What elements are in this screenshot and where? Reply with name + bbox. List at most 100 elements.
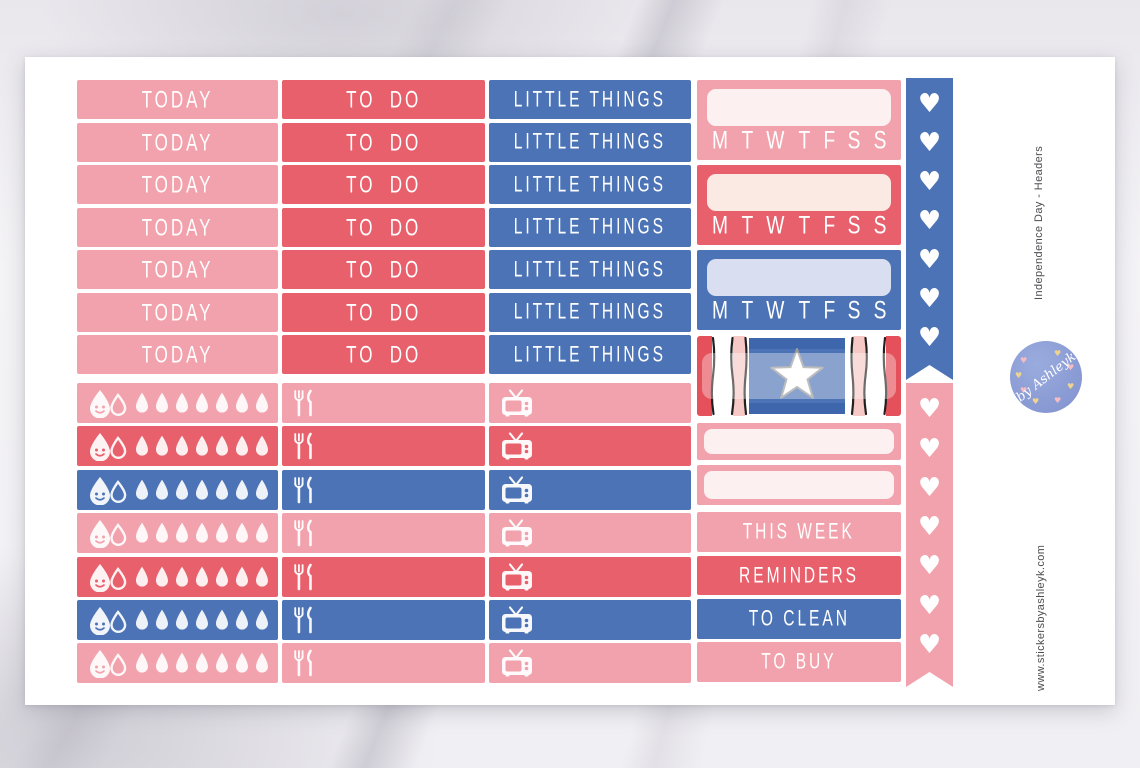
hydrate-tracker-column [77, 383, 278, 684]
heart-icon: ♥ [917, 128, 942, 158]
water-drop-icon [156, 609, 168, 630]
water-drop-icon [256, 392, 268, 413]
todo-header-sticker: TO DO [282, 122, 485, 162]
water-drop-row [134, 608, 270, 632]
meal-tracker-sticker [282, 599, 485, 640]
water-drop-icon [196, 522, 208, 543]
water-drop-icon [256, 566, 268, 587]
weekday-letter: T [741, 295, 754, 325]
cutlery-icon [293, 650, 312, 677]
water-drop-icon [256, 435, 268, 456]
water-drop-icon [136, 566, 148, 587]
weekday-letter: F [822, 125, 835, 155]
water-drop-pair-icon [88, 649, 127, 679]
water-drop-icon [196, 435, 208, 456]
logo-heart-icon: ♥ [1015, 371, 1023, 380]
todo-header-sticker: TO DO [282, 165, 485, 204]
water-drop-icon [176, 392, 188, 413]
label-note-box [704, 429, 894, 454]
water-drop-pair-icon [88, 388, 127, 418]
tv-tracker-column [489, 383, 691, 684]
cutlery-icon [293, 433, 312, 460]
hydrate-tracker-sticker [77, 643, 278, 684]
sticker-label: TO DO [345, 170, 422, 198]
little-things-header-sticker: LITTLE THINGS [489, 335, 691, 374]
sticker-label: TODAY [141, 170, 214, 198]
water-drop-icon [256, 652, 268, 673]
this-week-sticker: THIS WEEK [697, 512, 901, 552]
water-drop-pair-icon [88, 432, 127, 462]
water-drop-icon [236, 435, 248, 456]
water-drop-pair-icon [88, 605, 127, 635]
water-drop-icon [216, 392, 228, 413]
water-drop-icon [136, 435, 148, 456]
sticker-label: TO DO [345, 85, 422, 113]
heart-icon: ♥ [917, 472, 942, 503]
logo-heart-icon: ♥ [1020, 386, 1028, 395]
sticker-label: TODAY [141, 85, 214, 113]
water-drop-icon [236, 522, 248, 543]
today-header-sticker: TODAY [77, 335, 278, 374]
logo-heart-icon: ♥ [1067, 382, 1075, 391]
little-things-column: LITTLE THINGS LITTLE THINGS LITTLE THING… [489, 80, 691, 374]
weekly-note-box [707, 259, 891, 296]
sticker-label: TO DO [345, 255, 422, 283]
water-drop-icon [136, 652, 148, 673]
weekly-note-box [707, 174, 891, 211]
sticker-label: THIS WEEK [742, 519, 856, 544]
sticker-label: TO DO [345, 340, 422, 368]
water-drop-icon [216, 652, 228, 673]
logo-heart-icon: ♥ [1032, 397, 1040, 406]
heart-icon: ♥ [917, 245, 942, 275]
weekday-letter: S [847, 125, 861, 155]
water-drop-icon [156, 479, 168, 500]
to-buy-sticker: TO BUY [697, 642, 901, 682]
sticker-label: TO CLEAN [748, 606, 850, 631]
reminders-sticker: REMINDERS [697, 556, 901, 595]
weekday-letter: T [798, 125, 811, 155]
sticker-label: TO DO [345, 127, 422, 156]
hydrate-tracker-sticker [77, 556, 278, 597]
weekly-note-box [707, 89, 891, 126]
heart-checklist-flag: ♥ ♥ ♥ ♥ ♥ ♥ ♥ [906, 78, 953, 380]
little-things-header-sticker: LITTLE THINGS [489, 292, 691, 332]
water-drop-icon [196, 652, 208, 673]
little-things-header-sticker: LITTLE THINGS [489, 165, 691, 204]
flag-washi-sticker [697, 336, 901, 416]
tv-icon [500, 389, 534, 418]
todo-header-sticker: TO DO [282, 292, 485, 332]
water-drop-icon [196, 566, 208, 587]
cutlery-icon [293, 606, 312, 634]
cutlery-icon [293, 476, 312, 504]
heart-icon: ♥ [917, 206, 942, 236]
sticker-label: TO DO [345, 212, 422, 241]
heart-icon: ♥ [917, 284, 942, 314]
tv-tracker-sticker [489, 469, 691, 510]
weekday-letter: S [847, 295, 861, 325]
weekday-letter: F [822, 295, 835, 325]
sticker-label: LITTLE THINGS [513, 86, 667, 112]
hydrate-tracker-sticker [77, 513, 278, 554]
tv-icon [500, 606, 534, 635]
water-drop-icon [196, 392, 208, 413]
water-drop-row [134, 565, 270, 589]
tv-tracker-sticker [489, 383, 691, 423]
water-drop-row [134, 521, 270, 545]
cutlery-icon [293, 389, 312, 417]
heart-icon: ♥ [917, 323, 942, 353]
tv-icon [500, 432, 534, 461]
today-header-sticker: TODAY [77, 292, 278, 332]
weekday-letter: W [766, 125, 785, 155]
meal-tracker-column [282, 383, 485, 684]
to-clean-sticker: TO CLEAN [697, 599, 901, 639]
water-drop-icon [136, 522, 148, 543]
water-drop-icon [176, 652, 188, 673]
logo-heart-icon: ♥ [1020, 356, 1028, 365]
hydrate-tracker-sticker [77, 426, 278, 467]
today-header-sticker: TODAY [77, 207, 278, 247]
website-text: www.stickersbyashleyk.com [1035, 544, 1047, 692]
